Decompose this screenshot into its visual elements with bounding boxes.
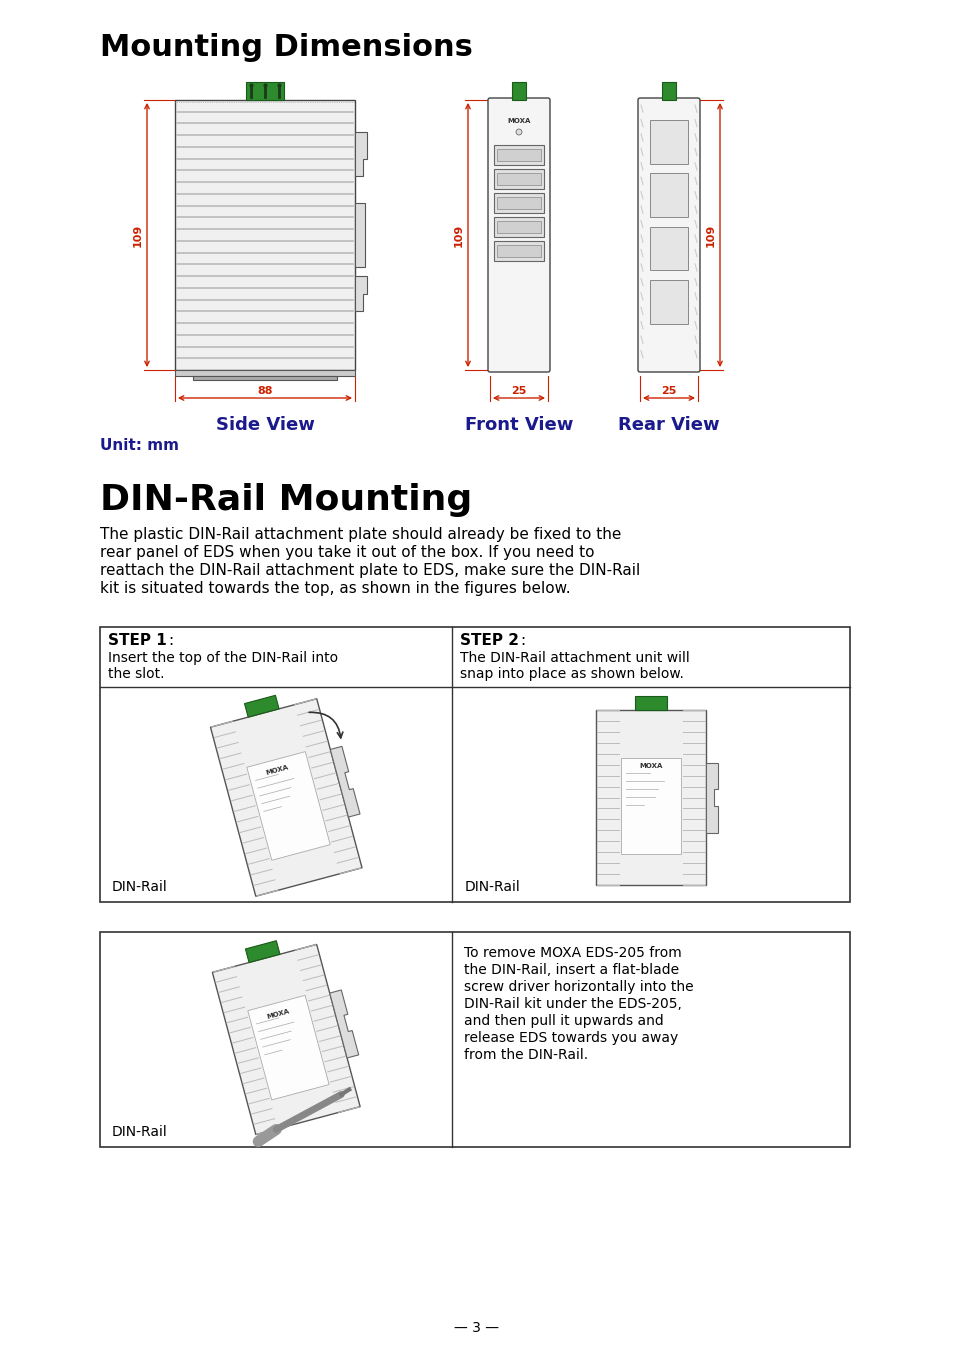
Bar	[494, 169, 543, 189]
Text: Rear View: Rear View	[618, 416, 720, 434]
Text: reattach the DIN-Rail attachment plate to EDS, make sure the DIN-Rail: reattach the DIN-Rail attachment plate t…	[100, 563, 639, 578]
Polygon shape	[705, 762, 718, 832]
Bar	[174, 100, 355, 370]
Text: Mounting Dimensions: Mounting Dimensions	[100, 32, 473, 62]
Polygon shape	[635, 696, 666, 711]
Polygon shape	[620, 758, 680, 854]
Text: DIN-Rail kit under the EDS-205,: DIN-Rail kit under the EDS-205,	[464, 997, 681, 1011]
Bar	[246, 82, 284, 100]
Polygon shape	[330, 990, 358, 1058]
Polygon shape	[247, 751, 330, 861]
Text: :: :	[168, 634, 172, 648]
Bar	[494, 240, 543, 261]
Text: 109: 109	[705, 223, 716, 247]
Text: The DIN-Rail attachment unit will: The DIN-Rail attachment unit will	[460, 651, 690, 665]
Bar	[649, 280, 687, 324]
Polygon shape	[248, 996, 329, 1100]
Text: 25: 25	[511, 386, 526, 396]
Text: — 3 —: — 3 —	[454, 1321, 499, 1335]
Text: STEP 1: STEP 1	[108, 634, 167, 648]
Polygon shape	[211, 698, 361, 896]
Text: and then pull it upwards and: and then pull it upwards and	[464, 1015, 663, 1028]
Text: DIN-Rail: DIN-Rail	[112, 1125, 168, 1139]
Text: 25: 25	[660, 386, 676, 396]
FancyBboxPatch shape	[488, 99, 550, 372]
Text: Side View: Side View	[215, 416, 314, 434]
Bar	[497, 197, 540, 209]
Text: snap into place as shown below.: snap into place as shown below.	[460, 667, 683, 681]
Text: Front View: Front View	[464, 416, 573, 434]
Text: kit is situated towards the top, as shown in the figures below.: kit is situated towards the top, as show…	[100, 581, 570, 596]
Text: MOXA: MOXA	[639, 763, 662, 769]
Bar	[494, 193, 543, 213]
Text: Insert the top of the DIN-Rail into: Insert the top of the DIN-Rail into	[108, 651, 337, 665]
Text: the DIN-Rail, insert a flat-blade: the DIN-Rail, insert a flat-blade	[464, 963, 679, 977]
Bar	[494, 218, 543, 236]
Text: screw driver horizontally into the: screw driver horizontally into the	[464, 979, 694, 994]
Text: release EDS towards you away: release EDS towards you away	[464, 1031, 678, 1046]
Text: DIN-Rail: DIN-Rail	[464, 880, 519, 894]
Polygon shape	[244, 696, 279, 717]
Polygon shape	[330, 746, 359, 817]
Bar	[100, 932, 849, 1147]
Text: Unit: mm: Unit: mm	[100, 438, 179, 453]
Polygon shape	[355, 132, 367, 176]
Bar	[649, 120, 687, 163]
Bar	[497, 173, 540, 185]
Polygon shape	[596, 711, 705, 885]
Text: 109: 109	[132, 223, 143, 247]
Circle shape	[516, 128, 521, 135]
Text: The plastic DIN-Rail attachment plate should already be fixed to the: The plastic DIN-Rail attachment plate sh…	[100, 527, 620, 542]
Polygon shape	[213, 944, 360, 1135]
Text: MOXA: MOXA	[507, 118, 530, 124]
Text: DIN-Rail Mounting: DIN-Rail Mounting	[100, 484, 472, 517]
Bar	[494, 145, 543, 165]
Text: 88: 88	[257, 386, 273, 396]
Bar	[649, 227, 687, 270]
Text: :: :	[520, 634, 525, 648]
Text: MOXA: MOXA	[266, 1008, 290, 1020]
Polygon shape	[355, 276, 367, 311]
Text: from the DIN-Rail.: from the DIN-Rail.	[464, 1048, 588, 1062]
Bar	[497, 149, 540, 161]
Bar	[512, 82, 525, 100]
Bar	[193, 376, 336, 380]
Polygon shape	[355, 203, 365, 267]
Bar	[174, 370, 355, 376]
Text: rear panel of EDS when you take it out of the box. If you need to: rear panel of EDS when you take it out o…	[100, 544, 594, 561]
Text: STEP 2: STEP 2	[460, 634, 519, 648]
Text: To remove MOXA EDS-205 from: To remove MOXA EDS-205 from	[464, 946, 681, 961]
FancyBboxPatch shape	[638, 99, 700, 372]
Bar	[649, 173, 687, 218]
Bar	[100, 627, 849, 902]
Text: the slot.: the slot.	[108, 667, 164, 681]
Bar	[497, 222, 540, 232]
Polygon shape	[245, 940, 279, 962]
Text: 109: 109	[454, 223, 463, 247]
Bar	[497, 245, 540, 257]
Text: DIN-Rail: DIN-Rail	[112, 880, 168, 894]
Text: MOXA: MOXA	[265, 765, 289, 775]
Bar	[661, 82, 676, 100]
